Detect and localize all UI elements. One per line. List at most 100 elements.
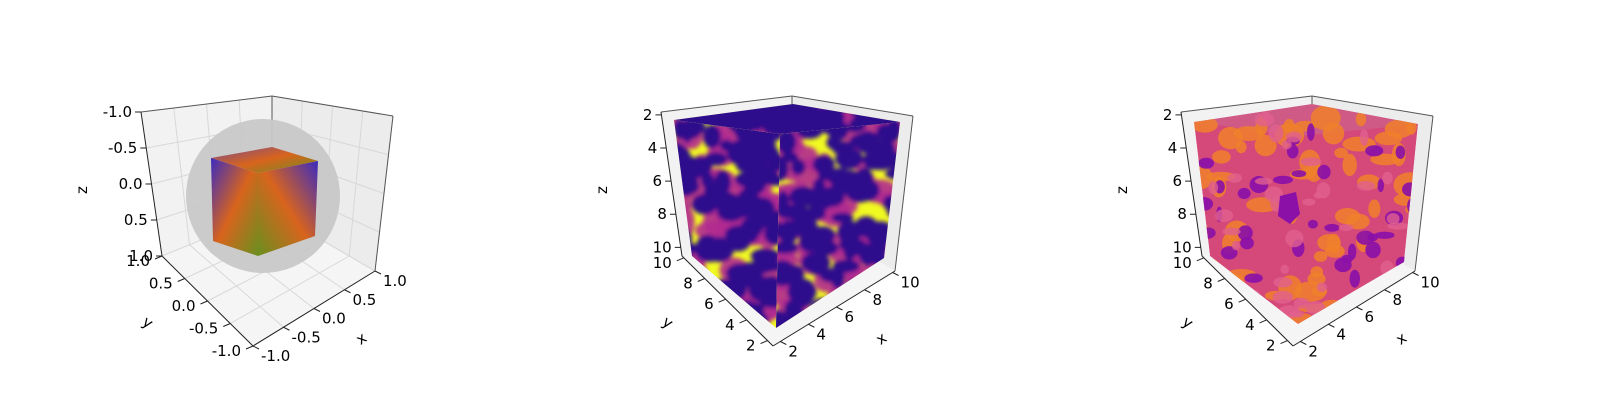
volume-blob xyxy=(830,265,845,289)
isosurface-highlight xyxy=(1289,310,1304,318)
isosurface-patch xyxy=(1374,131,1403,146)
z-tick-label: 8 xyxy=(1177,205,1187,223)
box-edge xyxy=(140,95,273,113)
volume-blob xyxy=(801,251,831,274)
volume-blob xyxy=(740,216,764,238)
volume-blob xyxy=(684,161,706,179)
isosurface-highlight xyxy=(1231,240,1240,251)
volume-blob xyxy=(776,260,797,287)
x-tick xyxy=(864,289,871,294)
x-tick xyxy=(1356,306,1363,311)
z-tick-label: -0.5 xyxy=(108,139,137,157)
volume-blob xyxy=(751,112,770,129)
volume-blob xyxy=(780,118,793,132)
x-tick-label: 6 xyxy=(1364,308,1374,326)
volume-blob xyxy=(761,175,780,186)
y-tick xyxy=(739,319,747,324)
volume-blob xyxy=(769,209,780,229)
volume-blob xyxy=(763,104,791,117)
x-axis-label: x xyxy=(352,329,370,349)
y-tick-label: 4 xyxy=(1245,316,1255,334)
isosurface-highlight xyxy=(1316,182,1331,199)
isosurface-highlight xyxy=(1280,264,1290,275)
volume-blob xyxy=(837,220,862,244)
x-tick xyxy=(892,272,899,276)
x-tick xyxy=(1328,323,1335,328)
volume-blob xyxy=(812,155,835,174)
isosurface-hole xyxy=(1205,313,1222,324)
x-tick xyxy=(344,289,351,294)
y-tick xyxy=(1259,319,1267,324)
volume-blob xyxy=(788,206,811,223)
z-axis-label: z xyxy=(593,186,611,194)
isosurface-hole xyxy=(1356,230,1375,245)
y-tick-label: 6 xyxy=(1224,295,1234,313)
volume-blob xyxy=(702,124,722,149)
x-tick-label: -0.5 xyxy=(292,328,321,346)
box-edge xyxy=(1414,115,1434,272)
isosurface-highlight xyxy=(1382,171,1393,185)
x-tick-label: 8 xyxy=(1393,291,1403,309)
isosurface-highlight xyxy=(1281,140,1292,150)
isosurface-highlight xyxy=(1300,157,1322,167)
isosurface-highlight xyxy=(1254,177,1273,185)
volume-blob xyxy=(886,122,900,142)
isosurface-patch xyxy=(1233,126,1264,142)
isosurface-patch xyxy=(1372,294,1386,316)
z-axis-line xyxy=(1180,111,1203,257)
isosurface-body xyxy=(1194,104,1418,324)
isosurface-hole xyxy=(1347,243,1357,260)
isosurface-patch xyxy=(1254,134,1277,157)
x-tick-label: 2 xyxy=(1308,343,1318,361)
isosurface-highlight xyxy=(1254,113,1275,127)
isosurface-highlight xyxy=(1316,282,1328,293)
y-tick xyxy=(1238,298,1246,303)
y-tick-label: 6 xyxy=(704,295,714,313)
x-tick-label: 0.0 xyxy=(322,310,346,328)
isosurface-patch xyxy=(1307,272,1326,286)
z-tick-label: 1.0 xyxy=(129,247,153,265)
isosurface-hole xyxy=(1237,187,1251,199)
y-tick-label: 4 xyxy=(725,316,735,334)
y-tick xyxy=(154,255,163,260)
isosurface-hole xyxy=(1365,241,1381,259)
volume-blob xyxy=(691,193,718,215)
y-tick-label: -0.5 xyxy=(189,320,218,338)
isosurface-hole xyxy=(1349,269,1360,288)
isosurface-pocket xyxy=(1278,192,1300,224)
x-tick xyxy=(836,306,843,311)
isosurface-highlight xyxy=(1208,181,1219,195)
isosurface-hole xyxy=(1324,223,1340,232)
x-tick xyxy=(313,308,321,312)
volume-blob xyxy=(791,159,806,175)
box-edge xyxy=(271,95,394,117)
z-tick-label: 4 xyxy=(1168,139,1178,157)
z-tick-label: 0.0 xyxy=(119,175,143,193)
y-tick xyxy=(1196,257,1205,262)
z-tick-label: 0.5 xyxy=(124,211,148,229)
volume-blob xyxy=(835,147,864,170)
z-tick-label: 10 xyxy=(1173,238,1192,256)
x-tick-label: 0.5 xyxy=(353,291,377,309)
isosurface-hole xyxy=(1394,315,1410,322)
isosurface-highlight xyxy=(1359,129,1369,146)
x-tick xyxy=(1300,341,1307,345)
z-axis-line xyxy=(660,111,683,257)
cube-left-face xyxy=(211,158,258,256)
isosurface-hole xyxy=(1365,145,1384,157)
volume-blob xyxy=(726,139,756,166)
volume-blob xyxy=(749,262,776,273)
isosurface-hole xyxy=(1198,157,1215,169)
volume-blob xyxy=(839,238,852,251)
isosurface-patch xyxy=(1355,112,1367,127)
isosurface-hole xyxy=(1220,246,1238,260)
y-axis-label: y xyxy=(139,312,157,332)
isosurface-patch xyxy=(1283,118,1295,134)
y-tick-label: 0.5 xyxy=(149,275,173,293)
volume-blob xyxy=(726,263,755,283)
isosurface-hole xyxy=(1194,293,1203,310)
x-tick-label: 10 xyxy=(1421,274,1440,292)
isosurface-patch xyxy=(1310,105,1341,131)
